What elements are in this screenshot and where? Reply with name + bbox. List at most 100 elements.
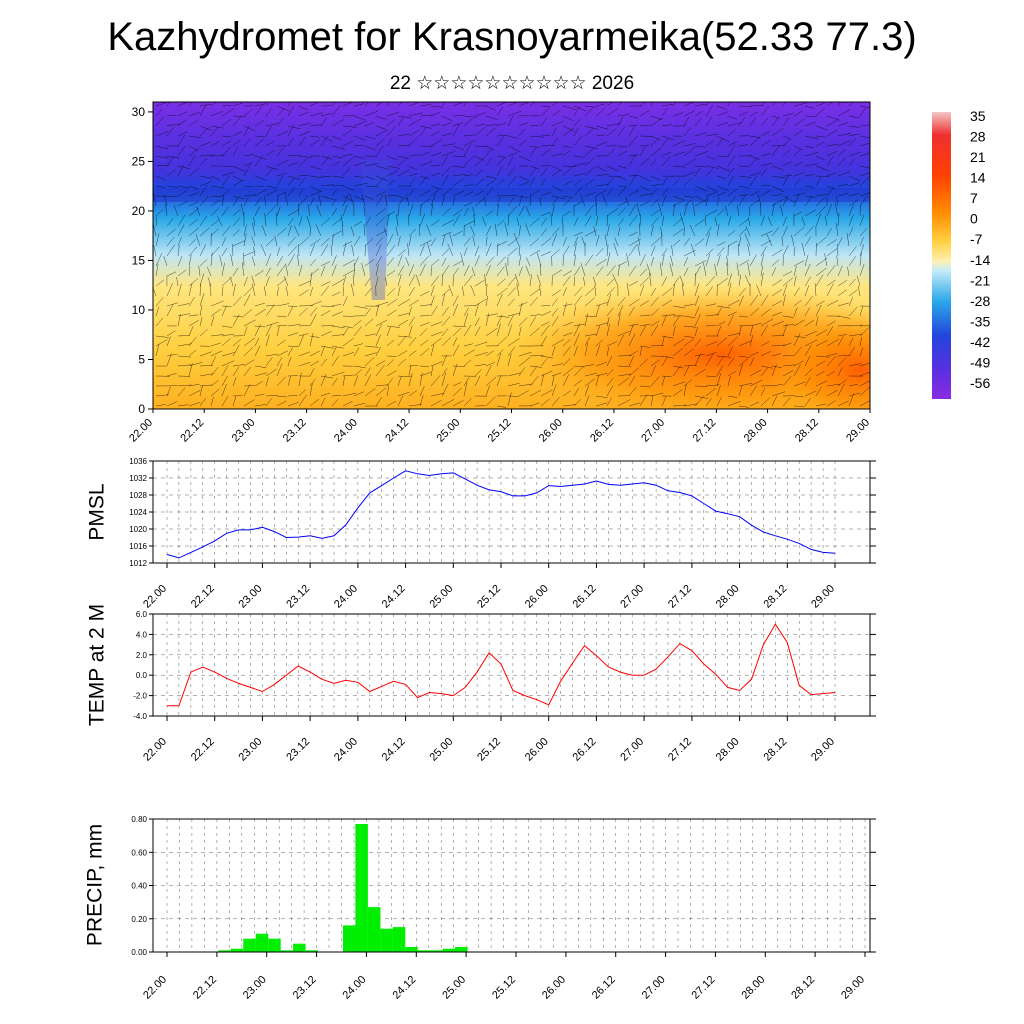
wind-barb: [540, 117, 548, 127]
wind-barb: [386, 211, 396, 217]
wind-barb: [188, 135, 202, 139]
wind-barb: [463, 144, 471, 157]
wind-barb: [243, 125, 256, 132]
wind-barb: [177, 343, 192, 347]
wind-barb: [364, 318, 374, 327]
wind-barb: [364, 258, 375, 267]
wind-barb: [760, 387, 766, 397]
wind-barb: [188, 147, 200, 157]
wind-barb: [430, 237, 437, 247]
wind-barb: [661, 314, 667, 327]
wind-barb: [749, 175, 758, 187]
wind-barb: [298, 195, 309, 207]
wind-barb: [551, 185, 563, 192]
wind-barb: [452, 363, 458, 377]
wind-barb: [617, 226, 621, 237]
wind-barb: [606, 102, 614, 107]
wind-barb: [826, 102, 833, 107]
wind-barb: [463, 305, 476, 307]
wind-barb: [287, 332, 299, 337]
wind-barb: [441, 231, 452, 237]
wind-barb: [309, 124, 321, 127]
wind-barb: [859, 135, 870, 139]
wind-barb: [430, 331, 443, 337]
wind-barb: [364, 352, 377, 357]
wind-barb: [375, 243, 382, 257]
wind-barb: [232, 146, 239, 157]
wind-barb: [716, 254, 721, 267]
wind-barb: [452, 275, 454, 287]
wind-barb: [782, 284, 788, 297]
wind-barb: [474, 190, 484, 197]
y-tick-label: 20: [132, 204, 146, 218]
wind-barb: [727, 144, 736, 157]
wind-barb: [683, 379, 692, 387]
wind-barb: [331, 378, 338, 387]
wind-barb: [683, 237, 691, 247]
wind-barb: [551, 372, 562, 377]
wind-barb: [650, 324, 659, 337]
wind-barb: [848, 214, 854, 227]
wind-barb: [705, 232, 710, 247]
wind-barb: [496, 240, 508, 247]
wind-barb: [210, 300, 224, 307]
wind-barb: [474, 156, 486, 167]
wind-barb: [397, 376, 402, 387]
wind-barb: [265, 304, 275, 317]
wind-barb: [782, 116, 790, 127]
wind-barb: [441, 155, 448, 167]
wind-barb: [177, 214, 186, 227]
wind-barb: [848, 199, 859, 207]
wind-barb: [173, 205, 179, 217]
wind-barb: [628, 204, 637, 217]
wind-barb: [408, 287, 416, 297]
colorbar-label: 28: [970, 129, 986, 145]
wind-barb: [540, 228, 547, 237]
wind-barb: [287, 236, 296, 247]
wind-barb: [661, 254, 665, 267]
precip-bar: [280, 950, 294, 952]
wind-barb: [837, 367, 843, 377]
wind-barb: [771, 335, 785, 337]
wind-barb: [518, 102, 530, 107]
wind-barb: [306, 215, 311, 227]
wind-barb: [771, 117, 779, 127]
wind-barb: [265, 168, 273, 177]
wind-barb: [419, 175, 430, 180]
wind-barb: [254, 269, 264, 277]
wind-barb: [525, 265, 531, 277]
wind-barb: [386, 298, 398, 307]
wind-barb: [815, 197, 826, 207]
wind-barb: [441, 372, 447, 387]
wind-barb: [452, 214, 461, 227]
wind-barb: [155, 279, 165, 287]
wind-barb: [298, 130, 311, 137]
wind-barb: [408, 118, 422, 127]
wind-barb: [484, 274, 487, 287]
wind-barb: [749, 369, 762, 377]
wind-barb: [518, 175, 529, 181]
wind-barb: [232, 267, 239, 277]
temp-ylabel: TEMP at 2 M: [86, 604, 109, 726]
wind-barb: [661, 355, 668, 367]
wind-barb: [340, 214, 344, 227]
wind-barb: [320, 325, 335, 327]
wind-barb: [375, 364, 385, 377]
wind-barb: [285, 263, 289, 277]
wind-barb: [342, 325, 354, 329]
wind-barb: [342, 102, 353, 107]
wind-barb: [230, 277, 234, 287]
wind-barb: [815, 329, 828, 337]
x-tick-label: 26.12: [571, 583, 599, 611]
wind-barb: [529, 102, 536, 107]
wind-barb: [760, 318, 773, 327]
wind-barb: [353, 221, 363, 227]
wind-barb: [309, 300, 322, 307]
wind-barb: [683, 116, 690, 127]
wind-barb: [331, 304, 342, 307]
wind-barb: [221, 248, 228, 257]
wind-barb: [529, 402, 540, 407]
wind-barb: [188, 320, 199, 327]
wind-barb: [375, 230, 387, 237]
wind-barb: [628, 244, 638, 257]
